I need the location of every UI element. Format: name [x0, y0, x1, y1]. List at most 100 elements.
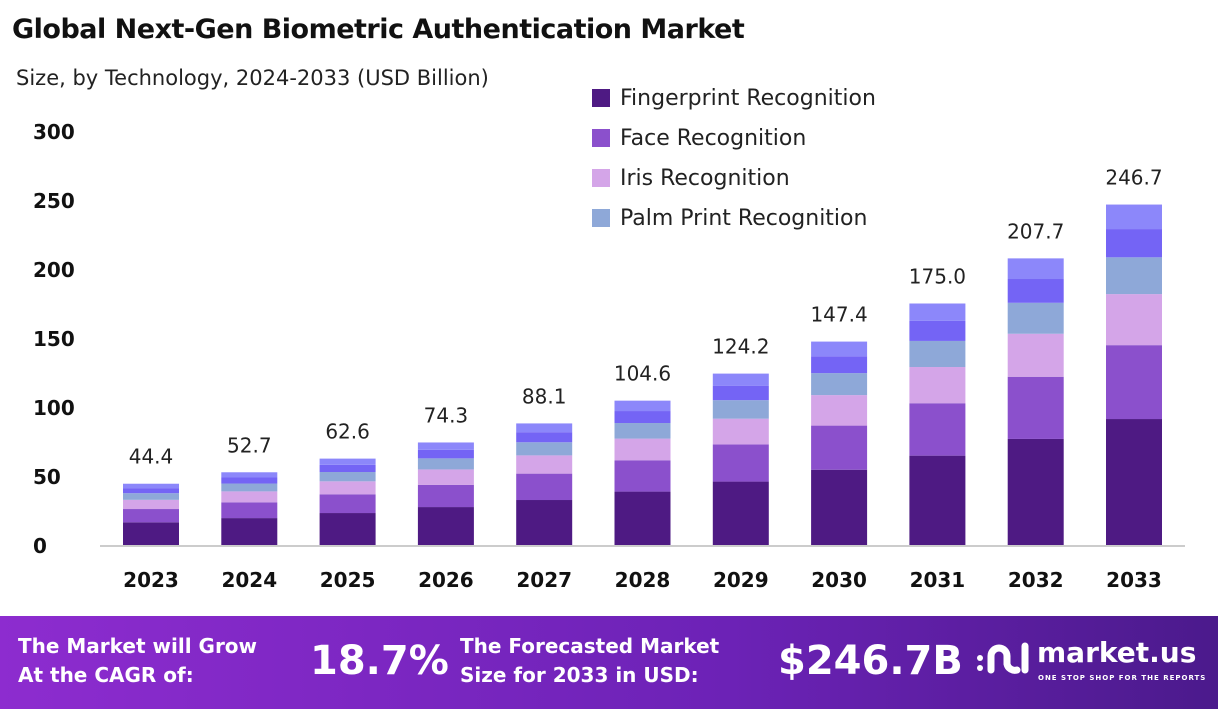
bar-chart: 0 50 100 150 200 250 300 44.4 2023 52.7 2024 62.6 20…	[33, 120, 1185, 592]
bar-segment	[319, 464, 376, 473]
x-tick-label: 2032	[1008, 568, 1064, 592]
bar-segment	[614, 460, 671, 492]
bar-segment	[811, 395, 868, 426]
bar-segment	[1007, 333, 1064, 377]
bar-segment	[1007, 438, 1064, 545]
bar-segment	[221, 491, 278, 503]
bar-segment	[516, 432, 573, 443]
bar-segment	[417, 449, 474, 459]
bar-segment	[417, 469, 474, 485]
total-label: 62.6	[325, 420, 370, 444]
x-tick-label: 2027	[516, 568, 572, 592]
bar-segment	[123, 488, 179, 494]
legend-label: Palm Print Recognition	[620, 205, 868, 231]
total-label: 175.0	[909, 265, 966, 289]
bar-segment	[516, 423, 573, 433]
bar-segment	[614, 411, 671, 424]
bar-segment	[1106, 229, 1162, 258]
bar-segment	[516, 500, 573, 545]
footer-banner: The Market will Grow At the CAGR of: 18.7…	[0, 616, 1218, 709]
bar-segment	[417, 458, 474, 470]
x-tick-label: 2029	[713, 568, 769, 592]
bar-segment	[319, 472, 376, 482]
bar-segment	[909, 455, 966, 545]
bar-segment	[516, 473, 573, 501]
total-label: 147.4	[810, 303, 867, 327]
x-tick-label: 2026	[418, 568, 474, 592]
bar-segment	[221, 472, 278, 478]
y-tick-label: 200	[33, 258, 75, 282]
bar-segment	[123, 509, 179, 523]
total-label: 124.2	[712, 335, 769, 359]
cagr-label: The Market will Grow At the CAGR of:	[18, 634, 258, 687]
bar-segment	[712, 444, 769, 482]
bar-segment	[712, 373, 769, 386]
x-tick-label: 2031	[910, 568, 966, 592]
logo-icon	[977, 642, 1029, 674]
bar-segment	[811, 341, 868, 357]
bar-segment	[1106, 419, 1162, 545]
cagr-value: 18.7%	[310, 638, 449, 684]
total-label: 74.3	[424, 403, 469, 427]
bar-segment	[1007, 376, 1064, 439]
bar-segment	[712, 481, 769, 545]
total-label: 44.4	[129, 445, 174, 469]
bar-segment	[811, 425, 868, 470]
legend-item: Iris Recognition	[592, 158, 876, 198]
bar-segment	[516, 442, 573, 456]
bar-segment	[1007, 279, 1064, 303]
x-tick-label: 2030	[811, 568, 867, 592]
legend-swatch	[592, 209, 610, 227]
bar-segment	[123, 522, 179, 545]
chart-title: Global Next-Gen Biometric Authentication…	[12, 14, 745, 45]
market-us-logo: market.us ONE STOP SHOP FOR THE REPORTS	[975, 636, 1205, 684]
bar-segment	[909, 367, 966, 404]
bar-segment	[319, 494, 376, 514]
x-tick-label: 2025	[320, 568, 376, 592]
bar-segment	[319, 481, 376, 495]
bar-segment	[221, 502, 278, 519]
bar-segment	[1007, 302, 1064, 334]
x-tick-label: 2028	[615, 568, 671, 592]
total-label: 104.6	[614, 362, 671, 386]
bar-segment	[909, 403, 966, 456]
legend-item: Face Recognition	[592, 118, 876, 158]
y-tick-label: 250	[33, 189, 75, 213]
legend-swatch	[592, 169, 610, 187]
bar-segment	[516, 455, 573, 474]
y-tick-label: 50	[33, 465, 61, 489]
bar-segment	[712, 385, 769, 401]
bar-segment	[614, 423, 671, 439]
y-tick-label: 150	[33, 327, 75, 351]
legend-label: Fingerprint Recognition	[620, 85, 876, 111]
x-tick-label: 2024	[221, 568, 277, 592]
legend-item: Palm Print Recognition	[592, 198, 876, 238]
bar-segment	[221, 477, 278, 484]
bar-segment	[1106, 257, 1162, 295]
bar-segment	[712, 400, 769, 419]
total-label: 207.7	[1007, 219, 1064, 243]
bar-segment	[712, 418, 769, 445]
bar-segment	[614, 400, 671, 412]
bar-segment	[123, 499, 179, 510]
legend-item: Fingerprint Recognition	[592, 78, 876, 118]
x-tick-label: 2033	[1106, 568, 1162, 592]
chart-subtitle: Size, by Technology, 2024-2033 (USD Bill…	[16, 66, 489, 90]
bar-segment	[1007, 258, 1064, 280]
bar-segment	[123, 493, 179, 500]
bar-segment	[319, 513, 376, 545]
bar-segment	[417, 484, 474, 508]
y-tick-label: 100	[33, 396, 75, 420]
bar-segment	[614, 491, 671, 545]
bar-segment	[811, 356, 868, 374]
x-tick-label: 2023	[123, 568, 179, 592]
bar-segment	[319, 458, 376, 465]
bar-segment	[909, 340, 966, 368]
y-tick-label: 300	[33, 120, 75, 144]
bar-segment	[811, 469, 868, 545]
legend: Fingerprint Recognition Face Recognition I…	[592, 78, 876, 238]
bar-segment	[909, 320, 966, 341]
bar-segment	[221, 483, 278, 492]
forecast-value: $246.7B	[778, 638, 963, 684]
legend-swatch	[592, 89, 610, 107]
